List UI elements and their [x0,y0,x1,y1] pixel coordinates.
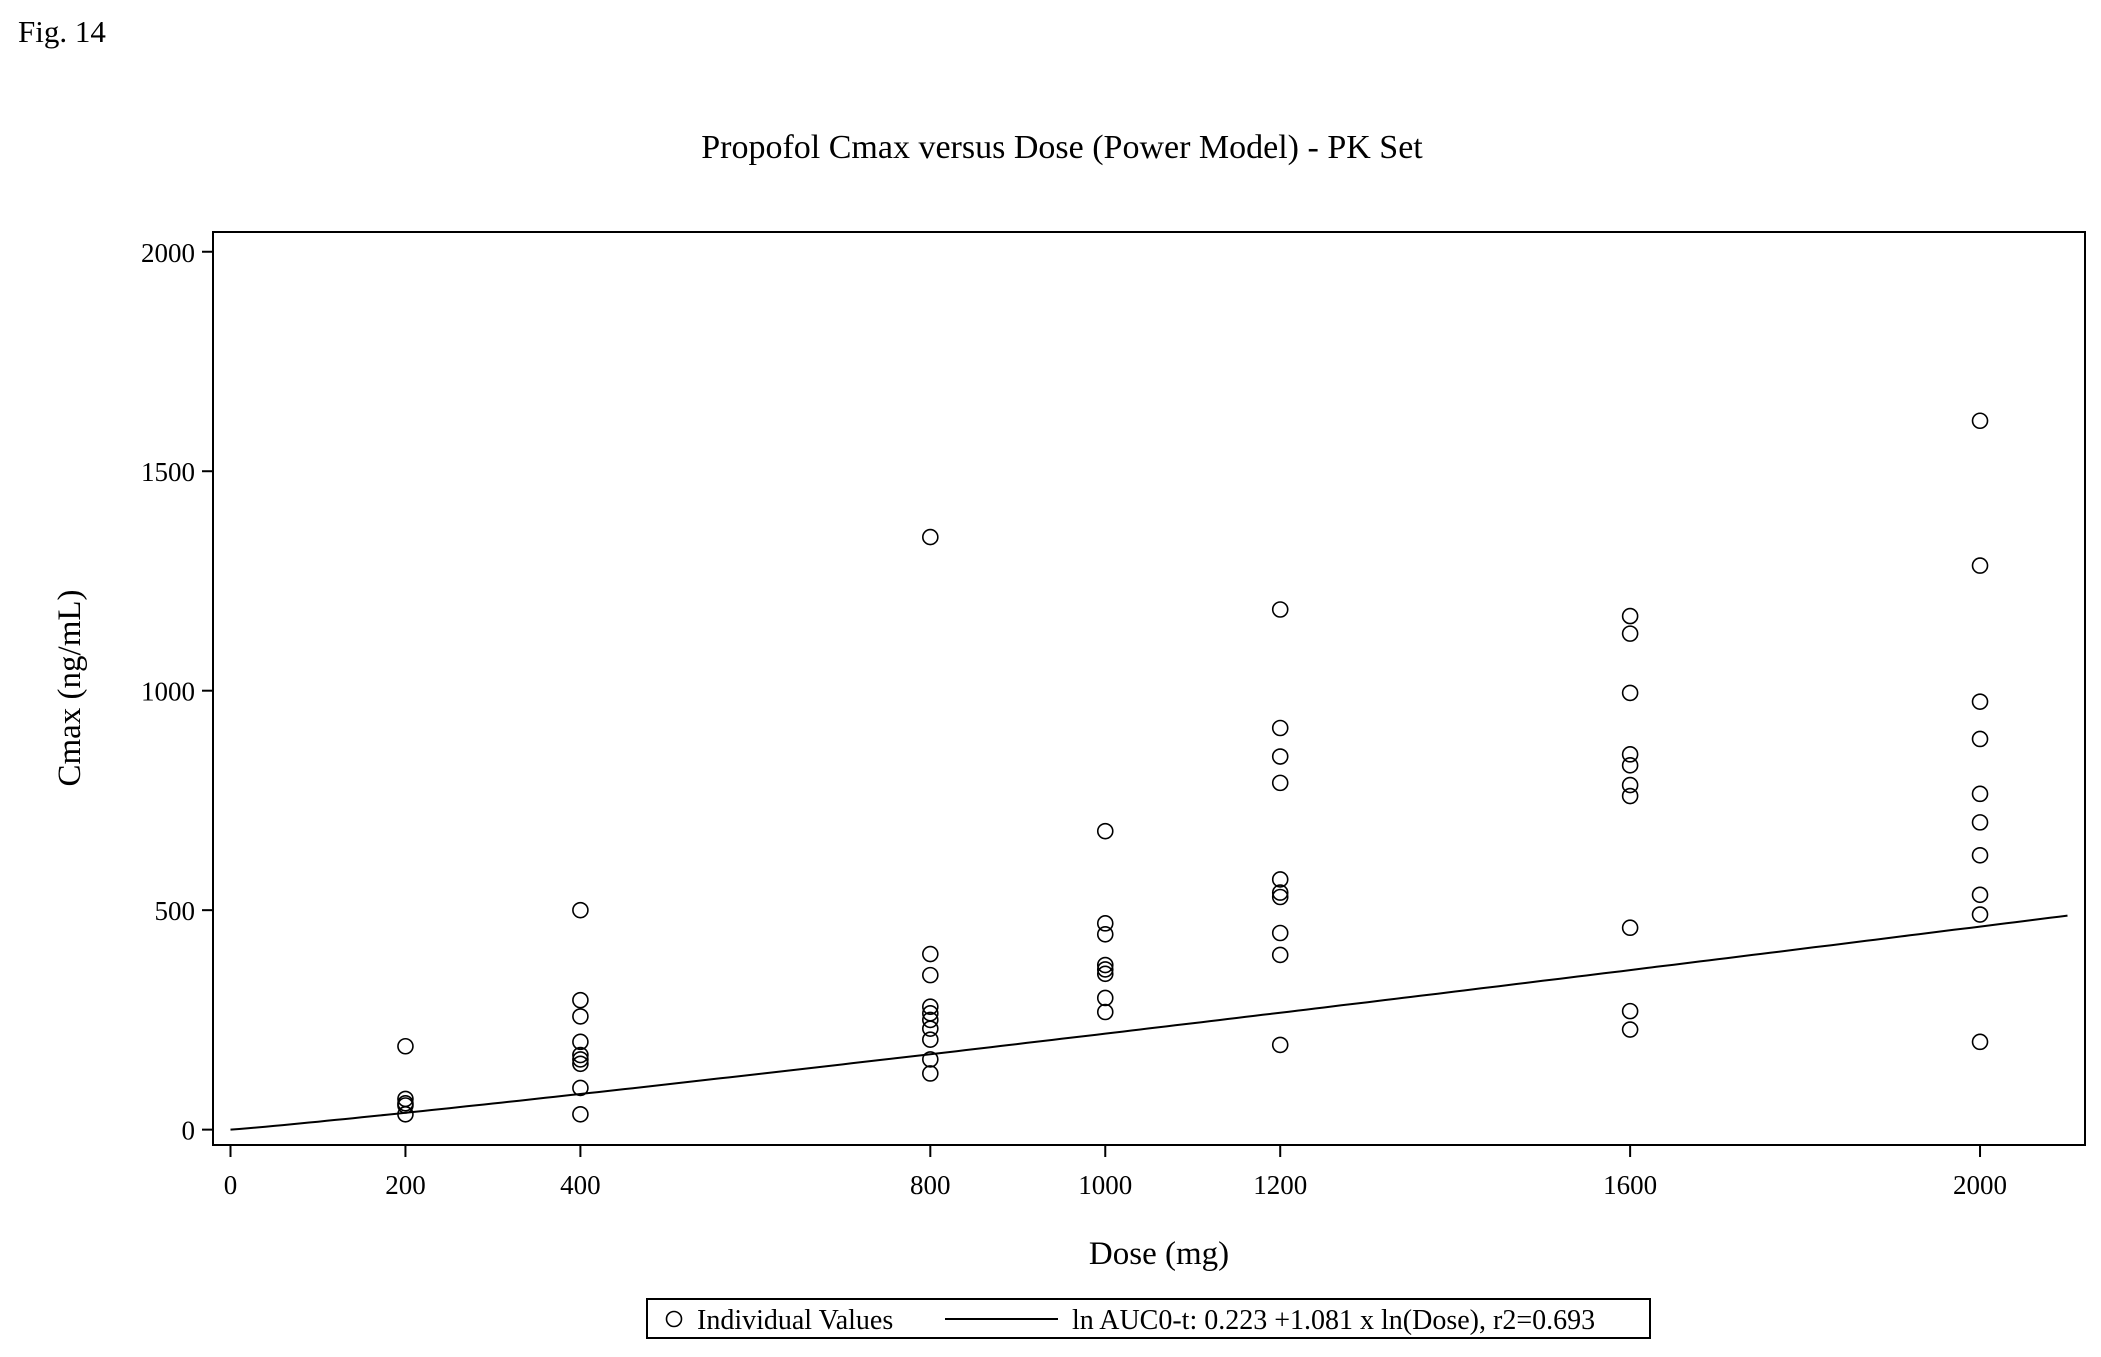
data-point [922,945,939,963]
data-point [1621,776,1639,794]
data-point [1621,684,1639,702]
data-point [922,966,939,984]
data-point [1621,757,1639,774]
legend-marker-circle [665,1310,683,1328]
data-point [922,1031,939,1048]
data-point [1621,787,1639,805]
fit-line-layer [230,914,2068,1131]
data-point [1621,1002,1639,1020]
data-point [1096,956,1114,974]
data-point [1271,871,1289,888]
y-axis: 0 500 1000 1500 2000 [141,238,213,1146]
x-axis: 0 200 400 800 1000 1200 1600 2000 [224,1145,2007,1200]
data-point [1621,607,1639,625]
y-tick-label: 1500 [141,457,195,487]
x-tick-label: 2000 [1953,1170,2007,1200]
x-tick-label: 800 [910,1170,951,1200]
x-tick-label: 1600 [1603,1170,1657,1200]
data-point [1971,693,1989,710]
data-point [1971,412,1989,430]
data-point [922,998,939,1016]
data-point [397,1105,414,1123]
x-tick-label: 0 [224,1170,238,1200]
data-point [572,1055,589,1073]
data-point [572,1051,589,1068]
data-point [1971,886,1989,904]
x-axis-label: Dose (mg) [1089,1236,1229,1272]
y-axis-label: Cmax (ng/mL) [52,589,88,786]
data-point [1271,946,1289,964]
data-point [1271,924,1289,942]
data-point [1271,774,1289,792]
data-point [1096,915,1114,932]
fit-line [230,914,2068,1131]
y-tick-label: 0 [182,1116,196,1146]
data-point [922,1020,939,1037]
y-tick-label: 500 [155,896,196,926]
chart-title: Propofol Cmax versus Dose (Power Model) … [701,129,1423,166]
data-point [1971,557,1989,574]
data-point [1271,888,1289,906]
data-point [1271,884,1289,901]
data-point [1096,1003,1114,1021]
data-point [572,901,589,919]
x-tick-label: 1200 [1253,1170,1307,1200]
legend-label-fit-line: ln AUC0-t: 0.223 +1.081 x ln(Dose), r2=0… [1072,1305,1595,1336]
data-point [1971,846,1989,864]
figure-label: Fig. 14 [18,14,106,49]
data-point [1271,719,1289,737]
legend: Individual Values ln AUC0-t: 0.223 +1.08… [646,1298,1651,1339]
y-tick-label: 1000 [141,677,195,707]
data-point [1096,961,1114,978]
data-point [397,1037,414,1055]
legend-label-individual-values: Individual Values [697,1305,893,1336]
data-point [1621,625,1639,642]
plot-frame [212,231,2086,1146]
data-point [1096,822,1114,840]
data-point [1271,748,1289,765]
data-point [572,991,589,1009]
y-tick-label: 2000 [141,238,195,268]
data-point [1971,814,1989,831]
data-point [1096,989,1114,1007]
data-point [1621,746,1639,763]
data-point [397,1097,414,1114]
data-point [572,1105,589,1123]
data-point [922,1051,939,1068]
data-point [572,1033,589,1051]
data-point [1621,1021,1639,1038]
data-point [1971,906,1989,923]
data-point [1271,1036,1289,1054]
points-layer [397,412,1989,1123]
x-tick-label: 1000 [1078,1170,1132,1200]
data-point [1971,730,1989,748]
data-point [572,1008,589,1025]
data-point [1096,965,1114,983]
data-point [922,528,939,546]
x-tick-label: 400 [560,1170,601,1200]
legend-box [646,1298,1651,1339]
x-tick-label: 200 [385,1170,426,1200]
data-point [1096,926,1114,943]
data-point [1621,919,1639,937]
data-point [922,1011,939,1029]
data-point [922,1005,939,1022]
data-point [922,1065,939,1082]
data-point [1271,601,1289,618]
data-point [572,1046,589,1064]
data-point [1971,785,1989,803]
data-point [572,1079,589,1097]
data-point [1971,1033,1989,1051]
